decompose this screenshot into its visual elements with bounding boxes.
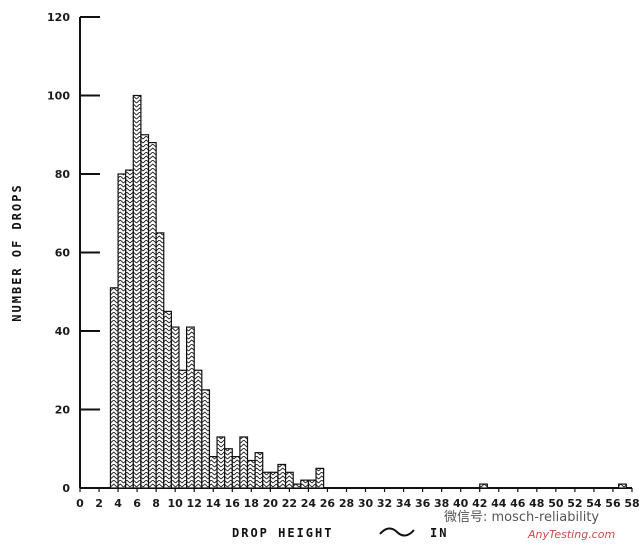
histogram-bar xyxy=(618,483,627,489)
histogram-bar xyxy=(201,389,211,489)
bars-group xyxy=(109,94,627,489)
y-tick-labels: 0 20 40 60 80 100 120 xyxy=(47,11,70,495)
x-tick-label: 10 xyxy=(168,497,184,510)
x-tick-label: 30 xyxy=(358,497,374,510)
x-tick-label: 20 xyxy=(263,497,279,510)
x-tick-label: 22 xyxy=(282,497,297,510)
y-tick-label: 80 xyxy=(55,168,71,181)
x-tick-label: 48 xyxy=(529,497,544,510)
x-tick-label: 44 xyxy=(491,497,507,510)
histogram-bar xyxy=(254,452,264,489)
x-tick-label: 42 xyxy=(472,497,487,510)
histogram-bar xyxy=(231,456,241,489)
x-tick-label: 0 xyxy=(76,497,84,510)
histogram-bar xyxy=(132,94,142,489)
histogram-bar xyxy=(117,173,127,489)
y-tick-label: 20 xyxy=(55,404,71,417)
x-tick-label: 32 xyxy=(377,497,392,510)
y-axis-title: NUMBER OF DROPS xyxy=(10,183,24,321)
histogram-bar xyxy=(479,483,488,489)
histogram-bar xyxy=(224,448,233,489)
histogram-bar xyxy=(125,169,134,489)
x-tick-label: 12 xyxy=(187,497,202,510)
histogram-bar xyxy=(262,471,271,489)
histogram-bar xyxy=(246,459,256,489)
x-tick-label: 56 xyxy=(605,497,621,510)
histogram-bar xyxy=(300,479,310,489)
histogram-bar xyxy=(307,479,317,489)
x-tick-label: 50 xyxy=(548,497,564,510)
x-tick-label: 28 xyxy=(339,497,354,510)
x-tick-label: 8 xyxy=(152,497,160,510)
y-tick-label: 40 xyxy=(55,325,71,338)
histogram-bar xyxy=(284,471,294,489)
x-tick-labels: 0 2 4 6 8 10 12 14 16 18 20 22 24 26 28 30 32 34 36 38 40 42 4… xyxy=(76,497,639,510)
x-tick-label: 26 xyxy=(320,497,336,510)
histogram-bar xyxy=(155,232,165,489)
x-tick-label: 24 xyxy=(301,497,317,510)
x-tick-label: 18 xyxy=(244,497,259,510)
x-tick-label: 14 xyxy=(206,497,222,510)
x-tick-label: 54 xyxy=(586,497,602,510)
histogram-bar xyxy=(208,456,218,489)
y-tick-label: 120 xyxy=(47,11,70,24)
histogram-bar xyxy=(140,134,150,489)
x-tick-label: 38 xyxy=(434,497,449,510)
x-tick-label: 52 xyxy=(567,497,582,510)
histogram-bar xyxy=(193,369,203,489)
histogram-bar xyxy=(269,471,279,489)
x-tick-label: 40 xyxy=(453,497,469,510)
histogram-bar xyxy=(170,326,180,489)
x-tick-label: 6 xyxy=(133,497,141,510)
histogram-bar xyxy=(292,483,302,489)
y-tick-label: 60 xyxy=(55,247,71,260)
tilde-symbol xyxy=(379,527,415,537)
histogram-bar xyxy=(185,326,195,489)
histogram-bar xyxy=(163,310,172,489)
x-tick-label: 36 xyxy=(415,497,431,510)
x-tick-label: 58 xyxy=(624,497,639,510)
histogram-bar xyxy=(178,369,188,489)
watermark-text: 微信号: mosch-reliability xyxy=(444,510,599,525)
y-tick-label: 0 xyxy=(62,482,70,495)
x-tick-label: 4 xyxy=(114,497,122,510)
y-tick-label: 100 xyxy=(47,90,70,103)
histogram-bar xyxy=(315,467,325,489)
histogram-bar xyxy=(147,142,157,489)
x-tick-label: 46 xyxy=(510,497,526,510)
histogram-bar xyxy=(277,463,287,489)
histogram-bar xyxy=(216,436,226,489)
histogram-bar xyxy=(109,287,119,489)
x-axis-title: DROP HEIGHT xyxy=(232,526,333,540)
x-tick-label: 16 xyxy=(225,497,241,510)
watermark-subtext: AnyTesting.com xyxy=(527,528,615,541)
x-tick-label: 34 xyxy=(396,497,412,510)
x-axis-unit: IN xyxy=(430,526,448,540)
histogram-bar xyxy=(239,436,249,489)
x-tick-label: 2 xyxy=(95,497,103,510)
